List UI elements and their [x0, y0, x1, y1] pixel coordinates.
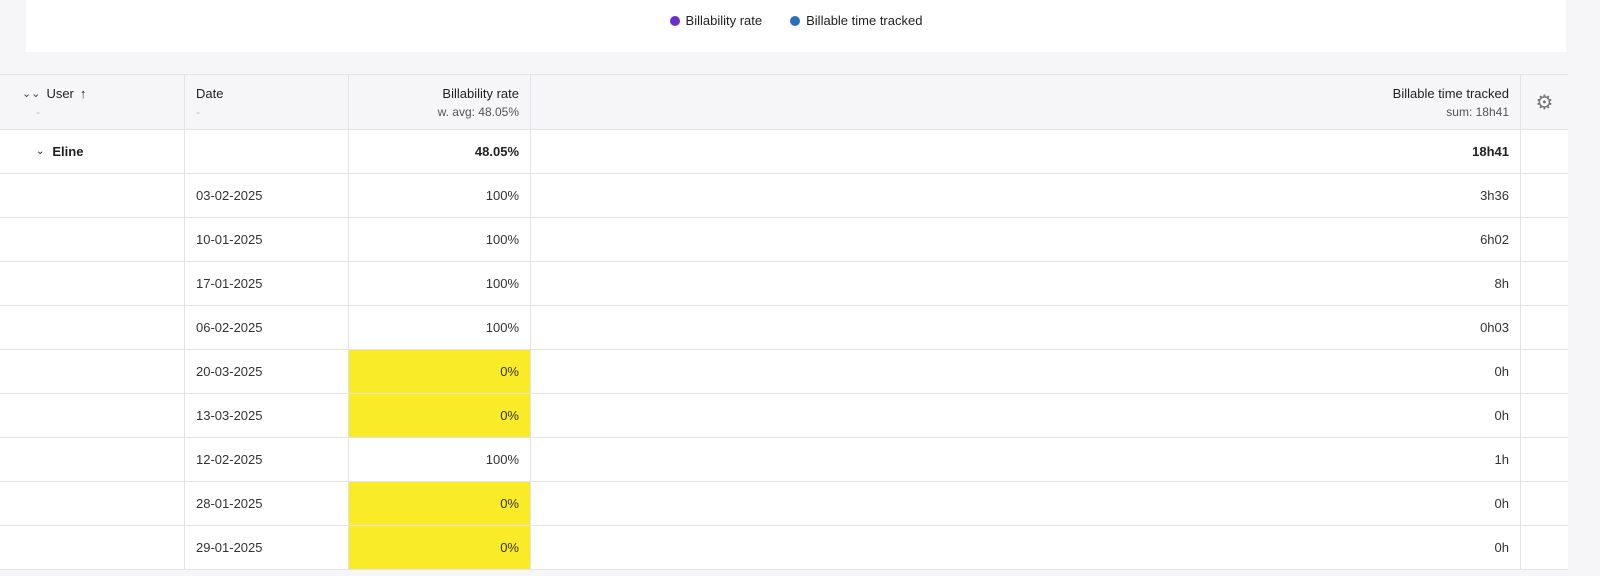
row-rate-cell: 100% — [349, 438, 531, 481]
gear-icon[interactable]: ⚙ — [1535, 91, 1554, 114]
row-user-cell — [0, 482, 185, 525]
row-empty-cell — [1521, 306, 1568, 349]
row-rate-cell: 0% — [349, 482, 531, 525]
chart-card: Billability rate Billable time tracked — [26, 0, 1566, 52]
row-date-cell: 10-01-2025 — [185, 218, 349, 261]
column-header-billability-rate[interactable]: Billability rate w. avg: 48.05% — [349, 75, 531, 129]
data-rows: 03-02-2025 100% 3h36 10-01-2025 100% 6h02 17-0… — [0, 174, 1568, 570]
row-empty-cell — [1521, 438, 1568, 481]
row-rate-cell: 100% — [349, 262, 531, 305]
row-time-cell: 0h — [531, 482, 1521, 525]
column-header-label: Date — [196, 85, 224, 101]
row-empty-cell — [1521, 394, 1568, 437]
group-row-user[interactable]: ⌄ Eline 48.05% 18h41 — [0, 130, 1568, 174]
column-settings-cell: ⚙ — [1521, 75, 1568, 129]
table-row[interactable]: 28-01-2025 0% 0h — [0, 482, 1568, 526]
row-empty-cell — [1521, 262, 1568, 305]
legend-item-billable-time[interactable]: Billable time tracked — [790, 13, 922, 28]
table-row[interactable]: 12-02-2025 100% 1h — [0, 438, 1568, 482]
legend-label: Billability rate — [685, 13, 763, 28]
double-chevron-down-icon[interactable]: ⌄⌄ — [22, 87, 41, 100]
row-time-cell: 0h — [531, 350, 1521, 393]
row-empty-cell — [1521, 218, 1568, 261]
table-row[interactable]: 10-01-2025 100% 6h02 — [0, 218, 1568, 262]
row-time-cell: 0h03 — [531, 306, 1521, 349]
group-empty-cell — [1521, 130, 1568, 173]
row-time-cell: 3h36 — [531, 174, 1521, 217]
column-header-label: Billability rate — [442, 85, 519, 101]
row-rate-cell: 0% — [349, 394, 531, 437]
report-table: ⌄⌄ User ↑ - Date - Billability rate w. a… — [0, 74, 1568, 570]
table-row[interactable]: 29-01-2025 0% 0h — [0, 526, 1568, 570]
column-header-date[interactable]: Date - — [185, 75, 349, 129]
group-rate-cell: 48.05% — [349, 130, 531, 173]
row-user-cell — [0, 526, 185, 569]
row-time-cell: 6h02 — [531, 218, 1521, 261]
row-rate-cell: 100% — [349, 218, 531, 261]
legend-label: Billable time tracked — [806, 13, 923, 28]
legend-dot-icon — [669, 15, 680, 26]
row-rate-cell: 0% — [349, 350, 531, 393]
row-date-cell: 17-01-2025 — [185, 262, 349, 305]
legend-item-billability-rate[interactable]: Billability rate — [669, 13, 763, 28]
column-header-sub: - — [196, 104, 200, 119]
column-header-sub: - — [36, 104, 40, 119]
row-date-cell: 13-03-2025 — [185, 394, 349, 437]
row-date-cell: 20-03-2025 — [185, 350, 349, 393]
row-empty-cell — [1521, 526, 1568, 569]
column-header-label: User — [46, 85, 74, 101]
table-row[interactable]: 03-02-2025 100% 3h36 — [0, 174, 1568, 218]
chart-legend: Billability rate Billable time tracked — [26, 13, 1566, 28]
row-user-cell — [0, 262, 185, 305]
row-time-cell: 0h — [531, 394, 1521, 437]
row-user-cell — [0, 174, 185, 217]
table-header-row: ⌄⌄ User ↑ - Date - Billability rate w. a… — [0, 75, 1568, 130]
legend-dot-icon — [790, 15, 801, 26]
row-user-cell — [0, 350, 185, 393]
chevron-down-icon[interactable]: ⌄ — [36, 146, 45, 157]
row-user-cell — [0, 438, 185, 481]
row-empty-cell — [1521, 482, 1568, 525]
column-header-sub: w. avg: 48.05% — [437, 104, 519, 119]
row-user-cell — [0, 218, 185, 261]
row-time-cell: 1h — [531, 438, 1521, 481]
group-time-cell: 18h41 — [531, 130, 1521, 173]
table-row[interactable]: 06-02-2025 100% 0h03 — [0, 306, 1568, 350]
column-header-user[interactable]: ⌄⌄ User ↑ - — [0, 75, 185, 129]
column-header-label: Billable time tracked — [1392, 85, 1509, 101]
row-rate-cell: 100% — [349, 306, 531, 349]
row-empty-cell — [1521, 350, 1568, 393]
row-date-cell: 06-02-2025 — [185, 306, 349, 349]
row-rate-cell: 100% — [349, 174, 531, 217]
group-date-cell — [185, 130, 349, 173]
row-date-cell: 28-01-2025 — [185, 482, 349, 525]
row-time-cell: 8h — [531, 262, 1521, 305]
group-user-name: Eline — [52, 144, 84, 159]
row-date-cell: 12-02-2025 — [185, 438, 349, 481]
row-date-cell: 29-01-2025 — [185, 526, 349, 569]
group-user-cell: ⌄ Eline — [0, 130, 185, 173]
row-time-cell: 0h — [531, 526, 1521, 569]
table-row[interactable]: 20-03-2025 0% 0h — [0, 350, 1568, 394]
row-empty-cell — [1521, 174, 1568, 217]
row-date-cell: 03-02-2025 — [185, 174, 349, 217]
row-rate-cell: 0% — [349, 526, 531, 569]
row-user-cell — [0, 394, 185, 437]
table-row[interactable]: 17-01-2025 100% 8h — [0, 262, 1568, 306]
table-row[interactable]: 13-03-2025 0% 0h — [0, 394, 1568, 438]
row-user-cell — [0, 306, 185, 349]
column-header-sub: sum: 18h41 — [1446, 104, 1509, 119]
column-header-billable-time[interactable]: Billable time tracked sum: 18h41 — [531, 75, 1521, 129]
arrow-up-icon[interactable]: ↑ — [79, 85, 87, 101]
